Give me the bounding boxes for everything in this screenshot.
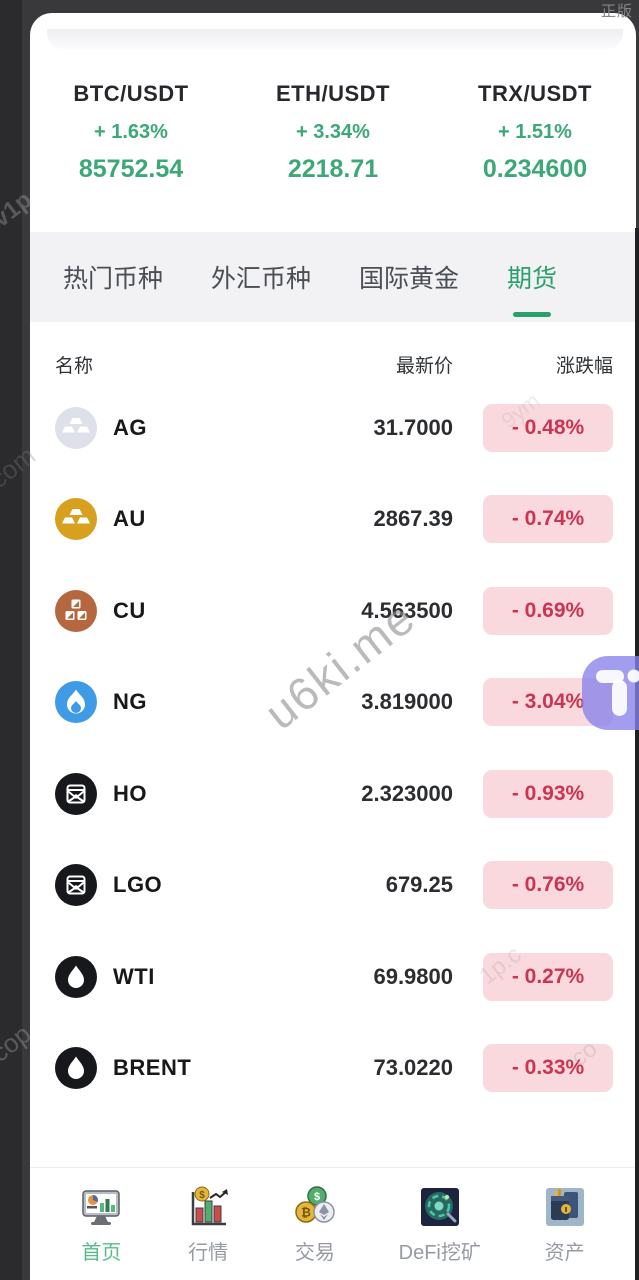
ticker-pair-label: ETH/USDT xyxy=(276,81,390,106)
tab-forex-coins[interactable]: 外汇币种 xyxy=(211,265,312,293)
table-row-ag[interactable]: AG 31.7000 - 0.48% xyxy=(30,382,636,474)
nav-item-market[interactable]: $ 行情 xyxy=(185,1184,231,1265)
market-chart-icon: $ xyxy=(191,1186,229,1225)
nav-item-defi-mining[interactable]: DeFi挖矿 xyxy=(399,1184,481,1265)
header-latest-price: 最新价 xyxy=(395,356,453,377)
row-symbol: BRENT xyxy=(113,1055,192,1081)
row-symbol: WTI xyxy=(113,963,155,989)
floating-side-button[interactable] xyxy=(582,656,639,730)
ticker-price: 85752.54 xyxy=(78,155,184,183)
floating-button-icon xyxy=(596,669,639,716)
svg-text:$: $ xyxy=(199,1190,205,1201)
nav-label: DeFi挖矿 xyxy=(398,1241,481,1264)
tab-futures-label: 期货 xyxy=(507,265,558,293)
screen-left-frame xyxy=(0,0,22,1280)
trade-coins-icon: $ ₿ xyxy=(295,1185,335,1223)
header-change-percent: 涨跌幅 xyxy=(555,356,613,377)
row-symbol: NG xyxy=(113,689,147,715)
nav-item-trade[interactable]: $ ₿ 交易 xyxy=(292,1184,338,1265)
nav-item-home[interactable]: 首页 xyxy=(78,1184,124,1265)
row-price: 679.25 xyxy=(385,872,453,898)
tab-futures[interactable]: 期货 xyxy=(507,253,558,317)
change-badge: - 0.33% xyxy=(483,1044,613,1093)
nav-label: 首页 xyxy=(81,1241,122,1264)
tab-hot-coins[interactable]: 热门币种 xyxy=(63,265,164,293)
bottom-nav: 首页 $ 行情 $ ₿ xyxy=(30,1167,636,1280)
change-badge: - 0.76% xyxy=(483,861,613,910)
row-symbol: LGO xyxy=(113,872,163,898)
tab-international-gold[interactable]: 国际黄金 xyxy=(359,265,460,293)
table-row-ng[interactable]: NG 3.819000 - 3.04% xyxy=(30,657,636,749)
change-badge: - 0.93% xyxy=(483,769,613,818)
svg-text:₿: ₿ xyxy=(301,1205,311,1219)
fuel-can-icon xyxy=(55,864,97,907)
change-badge: - 0.27% xyxy=(483,952,613,1001)
table-row-brent[interactable]: BRENT 73.0220 - 0.33% xyxy=(30,1023,636,1115)
flame-icon xyxy=(55,681,97,724)
corner-watermark-text: 正版 xyxy=(600,3,633,20)
row-symbol: AU xyxy=(113,506,146,532)
active-tab-underline xyxy=(513,312,552,317)
table-row-au[interactable]: AU 2867.39 - 0.74% xyxy=(30,474,636,566)
table-row-wti[interactable]: WTI 69.9800 - 0.27% xyxy=(30,931,636,1023)
ticker-change: + 1.51% xyxy=(498,121,572,143)
row-price: 3.819000 xyxy=(361,689,453,715)
defi-mining-icon xyxy=(420,1187,459,1226)
app-main-card: BTC/USDT + 1.63% 85752.54 ETH/USDT + 3.3… xyxy=(30,13,636,1280)
gold-ingots-icon xyxy=(55,498,97,541)
ticker-trx-usdt[interactable]: TRX/USDT + 1.51% 0.234600 xyxy=(434,81,636,184)
table-row-cu[interactable]: CU 4.563500 - 0.69% xyxy=(30,565,636,657)
banner-card-edge xyxy=(47,29,623,49)
ticker-pair-label: BTC/USDT xyxy=(73,81,189,106)
row-price: 69.9800 xyxy=(373,963,453,989)
change-badge: - 0.69% xyxy=(483,586,613,635)
ticker-strip: BTC/USDT + 1.63% 85752.54 ETH/USDT + 3.3… xyxy=(30,81,636,184)
row-price: 2.323000 xyxy=(361,780,453,806)
ticker-price: 2218.71 xyxy=(287,155,379,183)
nav-item-assets[interactable]: 资产 xyxy=(542,1184,588,1265)
nav-label: 资产 xyxy=(544,1241,585,1264)
futures-list: AG 31.7000 - 0.48% AU 2867.39 - 0.74% xyxy=(30,382,636,1114)
fuel-can-icon xyxy=(55,772,97,815)
change-badge: - 0.74% xyxy=(483,495,613,544)
row-price: 31.7000 xyxy=(373,414,453,440)
list-header: 名称 最新价 涨跌幅 xyxy=(30,351,636,378)
row-price: 73.0220 xyxy=(373,1055,453,1081)
row-symbol: CU xyxy=(113,597,146,623)
home-monitor-icon xyxy=(82,1189,121,1225)
ticker-eth-usdt[interactable]: ETH/USDT + 3.34% 2218.71 xyxy=(232,81,434,184)
header-name: 名称 xyxy=(55,356,94,377)
ticker-btc-usdt[interactable]: BTC/USDT + 1.63% 85752.54 xyxy=(30,81,232,184)
row-price: 4.563500 xyxy=(361,597,453,623)
scroll-edge-line xyxy=(635,228,639,1280)
oil-drop-icon xyxy=(55,1047,97,1090)
silver-ingots-icon xyxy=(55,406,97,449)
ticker-change: + 3.34% xyxy=(296,121,370,143)
assets-wallet-icon xyxy=(545,1187,584,1226)
oil-drop-icon xyxy=(55,955,97,998)
row-symbol: HO xyxy=(113,780,147,806)
ticker-change: + 1.63% xyxy=(94,121,168,143)
svg-text:$: $ xyxy=(314,1191,320,1203)
ticker-pair-label: TRX/USDT xyxy=(478,81,592,106)
row-symbol: AG xyxy=(113,414,147,440)
copper-blocks-icon xyxy=(55,589,97,632)
table-row-lgo[interactable]: LGO 679.25 - 0.76% xyxy=(30,840,636,932)
nav-label: 行情 xyxy=(188,1241,229,1264)
change-badge: - 0.48% xyxy=(483,403,613,452)
category-tabs: 热门币种 外汇币种 国际黄金 期货 xyxy=(30,232,636,322)
nav-label: 交易 xyxy=(294,1241,335,1264)
row-price: 2867.39 xyxy=(373,506,453,532)
table-row-ho[interactable]: HO 2.323000 - 0.93% xyxy=(30,748,636,840)
ticker-price: 0.234600 xyxy=(482,155,588,183)
